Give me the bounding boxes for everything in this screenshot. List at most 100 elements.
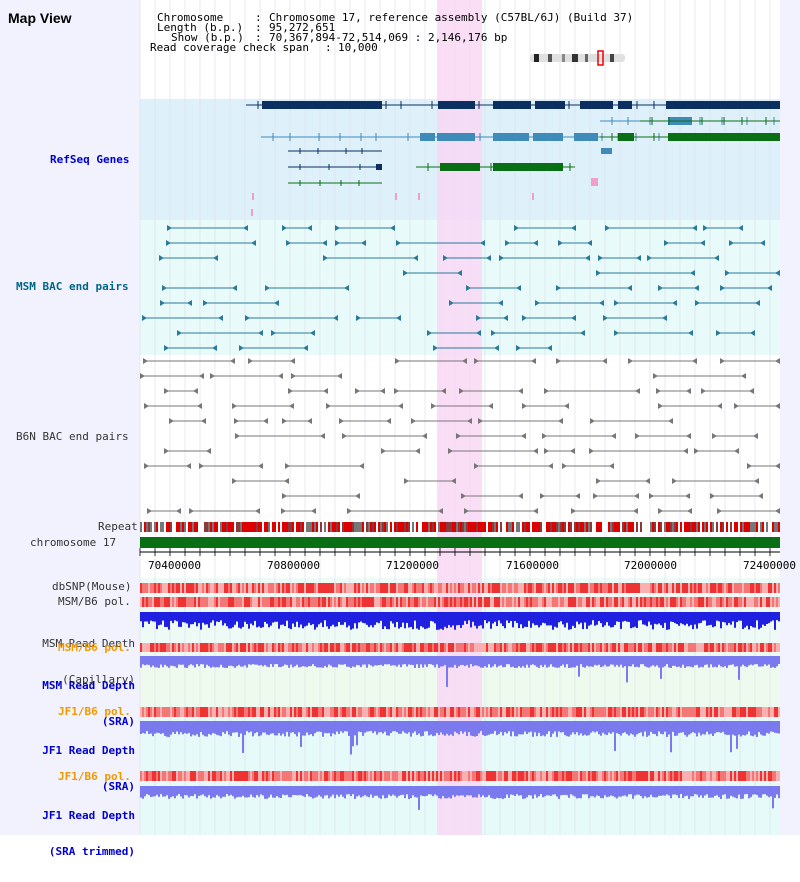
read-depth-bin [642, 612, 644, 625]
read-depth-bin [456, 612, 458, 626]
read-depth-bin [510, 612, 512, 622]
polymorphism-bin [238, 707, 240, 717]
repeat-feature [764, 522, 766, 532]
track-label-dbsnp[interactable]: dbSNP(Mouse) [52, 580, 132, 593]
polymorphism-bin [284, 771, 286, 781]
polymorphism-bin [746, 583, 748, 593]
read-depth-bin [310, 721, 312, 735]
read-depth-bin [246, 786, 248, 798]
polymorphism-bin [346, 643, 348, 652]
read-depth-bin [434, 656, 436, 668]
read-depth-bin [160, 721, 162, 734]
bac-end [531, 358, 536, 364]
repeat-feature [568, 522, 570, 532]
track-label-jf1-pol[interactable]: JF1/B6 pol. [58, 705, 131, 718]
track-label-msm-bac[interactable]: MSM BAC end pairs [16, 280, 129, 293]
polymorphism-bin [648, 583, 650, 593]
polymorphism-bin [470, 583, 472, 593]
polymorphism-bin [732, 583, 734, 593]
polymorphism-bin [660, 583, 662, 593]
polymorphism-bin [218, 771, 220, 781]
read-depth-bin [630, 656, 632, 667]
polymorphism-bin [658, 643, 660, 652]
bac-end [544, 448, 549, 454]
page-title: Map View [8, 10, 72, 26]
read-depth-bin [248, 656, 250, 665]
read-depth-bin [232, 656, 234, 667]
read-depth-bin [616, 786, 618, 799]
read-depth-bin [366, 612, 368, 625]
polymorphism-bin [504, 597, 506, 607]
polymorphism-bin [724, 583, 726, 593]
polymorphism-bin [436, 771, 438, 781]
read-depth-bin [694, 721, 696, 734]
repeat-feature [594, 522, 596, 532]
track-label-msm-depth-sra[interactable]: MSM Read Depth (SRA) [37, 656, 135, 752]
read-depth-bin [514, 721, 516, 737]
track-label-jf1-trimmed[interactable]: JF1 Read Depth (SRA trimmed) [37, 786, 135, 882]
polymorphism-bin [588, 707, 590, 717]
track-label-repeat[interactable]: Repeat [98, 520, 138, 533]
repeat-feature [576, 522, 578, 532]
read-depth-bin [164, 721, 166, 736]
repeat-feature [650, 522, 652, 532]
track-label-msm-pol[interactable]: MSM/B6 pol. [58, 595, 131, 608]
polymorphism-bin [330, 771, 332, 781]
repeat-feature [674, 522, 676, 532]
polymorphism-bin [768, 771, 770, 781]
polymorphism-bin [306, 643, 308, 652]
polymorphism-bin [468, 707, 470, 717]
track-label-refseq[interactable]: RefSeq Genes [50, 153, 130, 166]
bac-end [230, 358, 235, 364]
read-depth-bin [584, 656, 586, 668]
bac-end [474, 463, 479, 469]
repeat-feature [332, 522, 334, 532]
polymorphism-bin [606, 771, 608, 781]
polymorphism-bin [746, 643, 748, 652]
bac-end [258, 463, 263, 469]
read-depth-bin [674, 721, 676, 736]
read-depth-bin [248, 721, 250, 733]
polymorphism-bin [362, 643, 364, 652]
read-depth-bin [582, 612, 584, 630]
bac-end [381, 448, 386, 454]
read-depth-bin [160, 786, 162, 795]
polymorphism-bin [402, 583, 404, 593]
polymorphism-bin [490, 597, 492, 607]
read-depth-bin [434, 721, 436, 736]
track-label-jf1-depth[interactable]: JF1 Read Depth (SRA) [37, 721, 135, 817]
read-depth-bin [542, 612, 544, 623]
exon [601, 148, 612, 154]
read-depth-bin [692, 656, 694, 668]
polymorphism-bin [608, 707, 610, 717]
read-depth-bin [538, 721, 540, 733]
bac-end [282, 493, 287, 499]
track-label-jf1-pol-2[interactable]: JF1/B6 pol. [58, 770, 131, 783]
read-depth-bin [596, 656, 598, 666]
read-depth-bin [506, 786, 508, 795]
genome-map-canvas[interactable] [0, 0, 800, 835]
polymorphism-bin [486, 597, 488, 607]
polymorphism-bin [182, 707, 184, 717]
repeat-feature [244, 522, 246, 532]
read-depth-bin [164, 656, 166, 665]
track-label-chromosome[interactable]: chromosome 17 [30, 536, 117, 549]
read-depth-bin [384, 656, 386, 665]
polymorphism-bin [666, 707, 668, 717]
polymorphism-bin [228, 771, 230, 781]
track-label-b6n-bac[interactable]: B6N BAC end pairs [16, 430, 129, 443]
bac-end [734, 448, 739, 454]
read-depth-bin [606, 721, 608, 735]
polymorphism-bin [216, 707, 218, 717]
polymorphism-bin [588, 771, 590, 781]
bac-end [203, 300, 208, 306]
read-depth-bin [752, 612, 754, 628]
bac-end [160, 300, 165, 306]
read-depth-bin [290, 786, 292, 798]
track-label-msm-depth-cap[interactable]: MSM Read Depth (Capillary) [37, 614, 135, 710]
read-depth-bin [188, 721, 190, 733]
read-depth-bin [318, 721, 320, 732]
track-label-msm-pol-sra[interactable]: MSM/B6 pol. [58, 641, 131, 654]
polymorphism-bin [650, 707, 652, 717]
polymorphism-bin [694, 583, 696, 593]
